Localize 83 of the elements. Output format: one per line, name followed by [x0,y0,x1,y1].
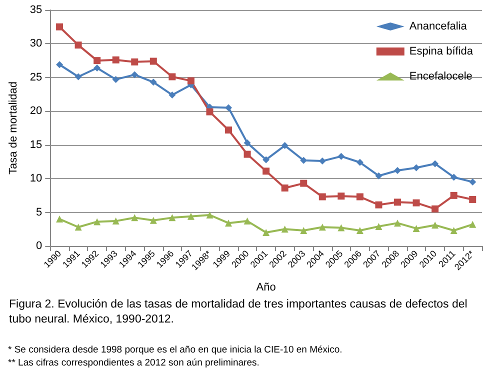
point [300,226,308,234]
point [375,172,382,180]
point [244,218,251,225]
point [94,218,101,226]
text: Figura 2. Evolución de las tasas de mortalidad de tres importantes causas de defectos del tubo neural. México, 1990-2012. [9,298,471,326]
point [206,211,214,218]
text: * Se considera desde 1998 porque es el año en que inicia la CIE-10 en México. [8,344,342,356]
y-axis-title: Tasa de mortalidad [8,82,20,174]
point [394,220,402,227]
point [356,193,364,200]
y-tick-label: 15 [30,138,42,151]
point [432,160,439,168]
point [56,216,64,223]
point [469,178,476,186]
point [318,193,326,200]
text: ** Las cifras correspondientes a 2012 son aún preliminares. [8,358,260,368]
y-tick-label: 5 [36,206,42,218]
point [300,156,308,164]
point [150,78,157,86]
y-tick-label: 0 [36,240,42,252]
point [168,214,176,222]
point [225,104,232,112]
point [131,71,138,78]
point [432,222,439,229]
point [225,220,232,227]
point [469,220,476,228]
point [412,199,420,206]
point [74,42,82,49]
point [262,168,270,175]
point [281,142,288,150]
point [375,201,382,208]
point [412,164,420,172]
point [394,166,402,174]
point [150,58,157,65]
x-axis-title: Año [256,282,276,294]
y-tick-label: 10 [30,172,42,185]
point [375,222,382,230]
point [56,23,64,30]
point [168,91,176,98]
point [56,61,64,68]
point [412,224,420,232]
point [131,214,138,222]
point [356,158,364,166]
point [450,174,458,181]
point [168,73,176,80]
point [112,218,120,225]
legend-label: Anancefalia [409,20,468,32]
point [187,212,194,220]
point [94,64,101,72]
legend-label: Espina bífida [409,46,474,58]
point [356,226,364,234]
point [187,77,194,84]
point [338,224,345,232]
point [281,184,288,192]
point [450,192,458,199]
point [206,108,214,116]
point [318,158,326,165]
point [74,73,82,80]
point [131,58,138,66]
y-tick-label: 30 [30,38,42,50]
point [112,56,120,64]
point [244,139,251,146]
point [225,126,232,134]
point [262,229,270,236]
point [281,226,288,233]
point [112,76,120,83]
point [318,224,326,231]
y-tick-label: 35 [30,4,42,16]
point [244,150,251,158]
point [394,198,402,206]
point [74,224,82,231]
point [432,205,439,212]
point [450,226,458,234]
point [469,196,476,203]
point [262,156,270,164]
y-tick-label: 20 [30,105,42,118]
point [150,216,157,224]
y-tick-label: 25 [30,71,42,84]
point [338,152,345,160]
point [94,57,101,64]
point [338,192,345,200]
point [300,180,308,187]
legend-label: Encefalocele [409,70,472,82]
